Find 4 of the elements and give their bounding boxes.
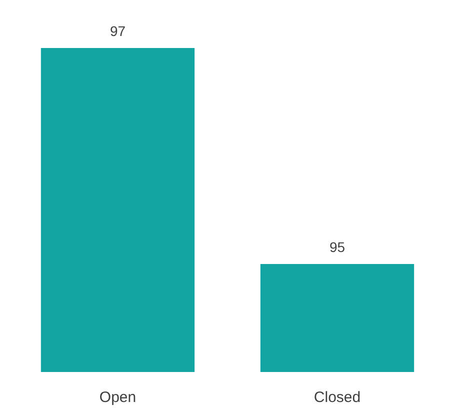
data-label: 95 bbox=[329, 239, 346, 255]
x-tick-label: Open bbox=[99, 389, 136, 406]
x-tick-label: Closed bbox=[314, 389, 361, 406]
data-label: 97 bbox=[110, 23, 126, 39]
